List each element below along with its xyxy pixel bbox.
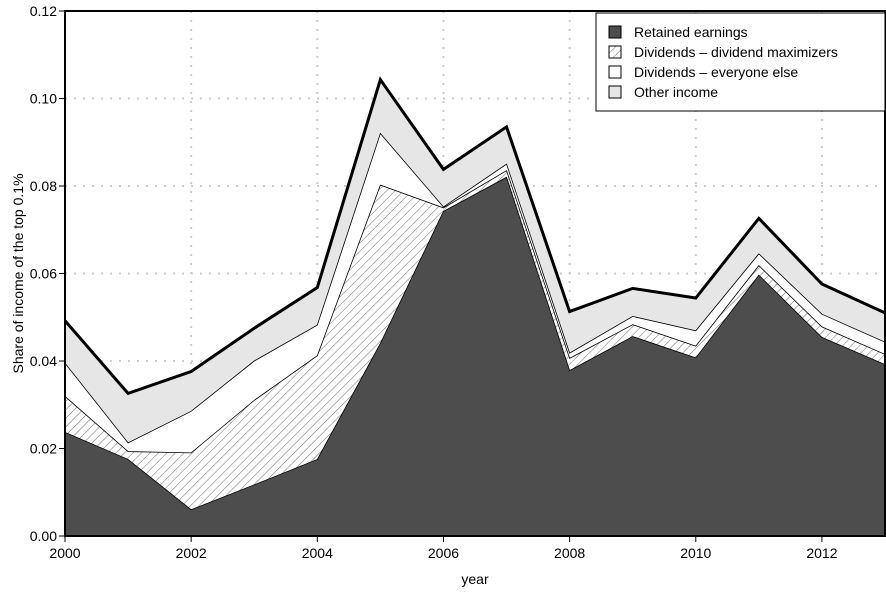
area-0 bbox=[65, 177, 885, 536]
y-tick-label: 0.10 bbox=[30, 91, 57, 107]
axes: 2000 2002 2004 2006 2008 2010 2012 0.00 0.02 0.04… bbox=[10, 3, 838, 587]
x-tick-label: 2012 bbox=[806, 545, 837, 561]
x-tick-label: 2008 bbox=[554, 545, 585, 561]
y-tick-label: 0.06 bbox=[30, 266, 57, 282]
layer-boundary-2 bbox=[65, 132, 885, 444]
y-axis-title: Share of income of the top 0.1% bbox=[10, 173, 26, 373]
area-1 bbox=[65, 170, 885, 510]
x-tick-label: 2010 bbox=[680, 545, 711, 561]
legend-swatch-1 bbox=[608, 45, 622, 59]
y-tick-label: 0.12 bbox=[30, 3, 57, 19]
legend-swatch-0 bbox=[608, 25, 622, 39]
x-tick-label: 2004 bbox=[302, 545, 333, 561]
legend: Retained earnings Dividends – dividend ma… bbox=[595, 12, 886, 112]
layer-boundary-0 bbox=[65, 176, 885, 511]
legend-swatch-3 bbox=[608, 85, 622, 99]
area-series bbox=[65, 76, 885, 536]
legend-box bbox=[595, 12, 886, 112]
y-tick-label: 0.02 bbox=[30, 441, 57, 457]
legend-label-2: Dividends – everyone else bbox=[634, 64, 798, 80]
x-tick-label: 2002 bbox=[176, 545, 207, 561]
y-tick-label: 0.00 bbox=[30, 528, 57, 544]
x-tick-label: 2006 bbox=[428, 545, 459, 561]
legend-label-1: Dividends – dividend maximizers bbox=[634, 44, 838, 60]
layer-boundary-1 bbox=[65, 170, 885, 454]
legend-label-0: Retained earnings bbox=[634, 24, 748, 40]
total-line bbox=[65, 76, 885, 396]
x-axis-title: year bbox=[461, 571, 489, 587]
y-tick-label: 0.08 bbox=[30, 178, 57, 194]
legend-label-3: Other income bbox=[634, 84, 718, 100]
y-tick-label: 0.04 bbox=[30, 353, 57, 369]
area-2 bbox=[65, 133, 885, 453]
x-tick-label: 2000 bbox=[49, 545, 80, 561]
legend-swatch-2 bbox=[608, 65, 622, 79]
